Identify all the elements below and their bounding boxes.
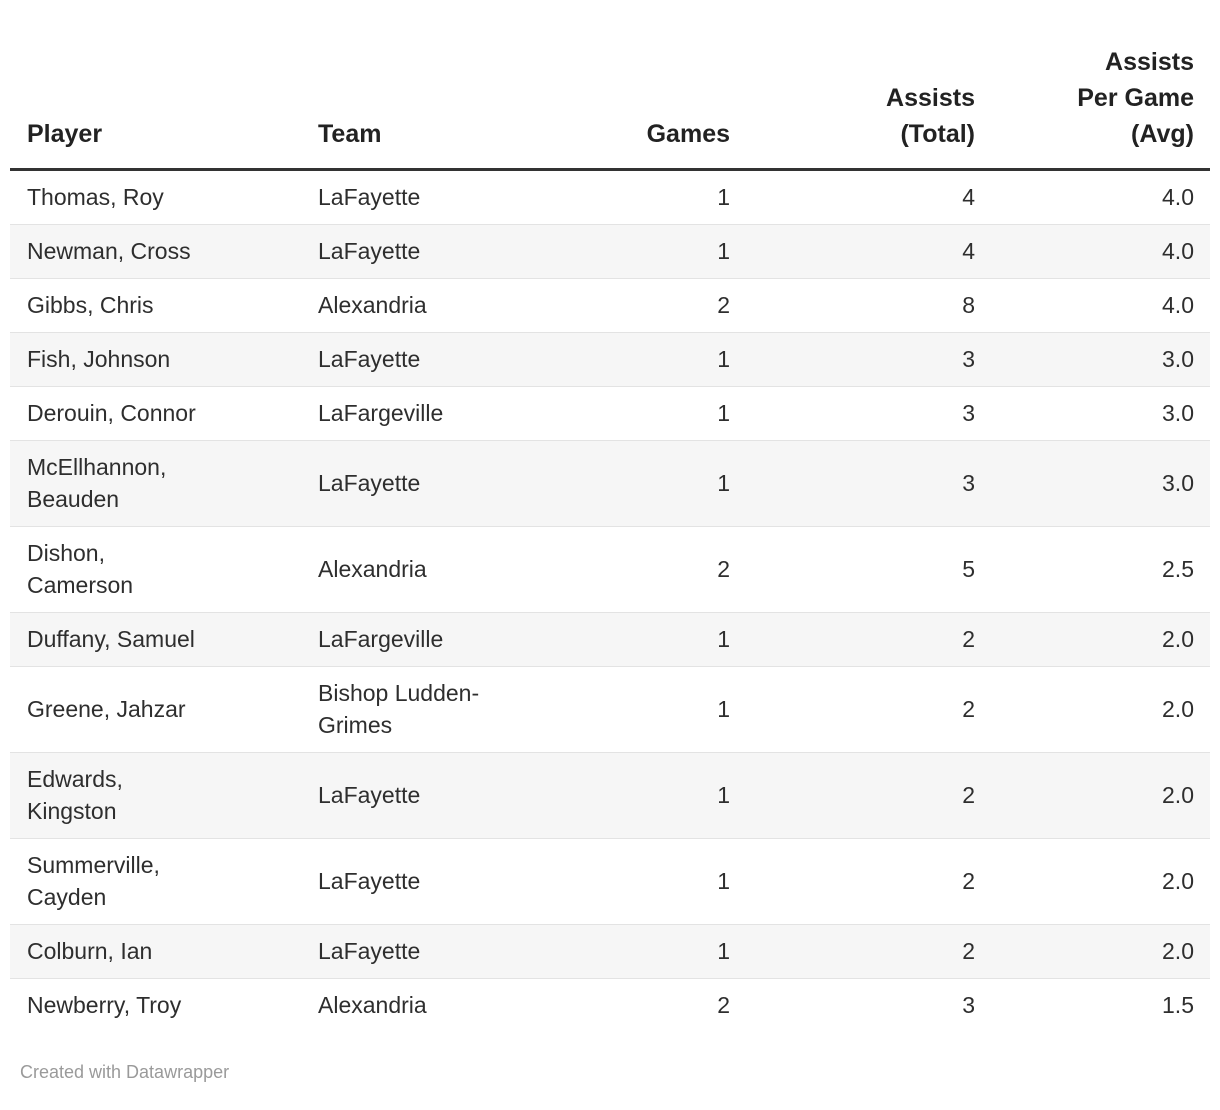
table-row: McEllhannon, Beauden LaFayette 1 3 3.0 (10, 440, 1210, 527)
cell-games: 1 (546, 924, 746, 979)
cell-team: LaFargeville (301, 612, 546, 667)
cell-team: LaFayette (301, 224, 546, 279)
cell-player: Summerville, Cayden (10, 838, 301, 925)
table-row: Newman, Cross LaFayette 1 4 4.0 (10, 224, 1210, 279)
cell-assists-total: 2 (746, 924, 991, 979)
table-row: Newberry, Troy Alexandria 2 3 1.5 (10, 979, 1210, 1033)
cell-team: Alexandria (301, 278, 546, 333)
cell-player: Newman, Cross (10, 224, 301, 279)
cell-team: LaFayette (301, 752, 546, 839)
cell-assists-per-game: 1.5 (1162, 992, 1194, 1018)
cell-player: Dishon, Camerson (10, 526, 301, 613)
cell-games: 1 (546, 838, 746, 925)
cell-assists-total: 2 (746, 752, 991, 839)
cell-games: 1 (546, 224, 746, 279)
cell-assists-total: 3 (962, 992, 975, 1018)
cell-games: 2 (717, 992, 730, 1018)
cell-games: 1 (546, 169, 746, 225)
datawrapper-credit-link[interactable]: Created with Datawrapper (20, 1062, 230, 1082)
cell-assists-total: 5 (746, 526, 991, 613)
cell-team: LaFargeville (301, 386, 546, 441)
table-row: Derouin, Connor LaFargeville 1 3 3.0 (10, 386, 1210, 441)
cell-player: Greene, Jahzar (10, 666, 301, 753)
cell-team: LaFayette (301, 169, 546, 225)
cell-assists-per-game: 3.0 (991, 386, 1210, 441)
table-row: Thomas, Roy LaFayette 1 4 4.0 (10, 169, 1210, 225)
column-header-games: Games (546, 24, 746, 171)
table-row: Gibbs, Chris Alexandria 2 8 4.0 (10, 278, 1210, 333)
table-body: Thomas, Roy LaFayette 1 4 4.0 Newman, Cross La… (10, 169, 1210, 1033)
cell-assists-total: 2 (746, 666, 991, 753)
cell-games: 1 (546, 612, 746, 667)
cell-player: Thomas, Roy (10, 169, 301, 225)
cell-games: 2 (546, 526, 746, 613)
cell-assists-total: 4 (746, 169, 991, 225)
cell-assists-total: 4 (746, 224, 991, 279)
cell-player: Gibbs, Chris (10, 278, 301, 333)
cell-assists-per-game: 3.0 (991, 440, 1210, 527)
cell-player: Fish, Johnson (10, 332, 301, 387)
cell-team: Bishop Ludden- Grimes (301, 666, 546, 753)
cell-assists-total: 2 (746, 838, 991, 925)
cell-games: 1 (546, 440, 746, 527)
cell-player: Edwards, Kingston (10, 752, 301, 839)
cell-assists-per-game: 2.0 (991, 924, 1210, 979)
cell-team: LaFayette (301, 440, 546, 527)
header-row: Player Team Games Assists (Total) Assists Pe… (10, 24, 1210, 171)
column-header-assists-total: Assists (Total) (746, 24, 991, 171)
cell-player: Colburn, Ian (10, 924, 301, 979)
assists-table: Player Team Games Assists (Total) Assists Pe… (10, 24, 1210, 1032)
table-container: Player Team Games Assists (Total) Assists Pe… (10, 24, 1210, 1082)
table-row: Duffany, Samuel LaFargeville 1 2 2.0 (10, 612, 1210, 667)
cell-assists-total: 3 (746, 332, 991, 387)
cell-player: Duffany, Samuel (10, 612, 301, 667)
table-row: Summerville, Cayden LaFayette 1 2 2.0 (10, 838, 1210, 925)
cell-team: Alexandria (301, 526, 546, 613)
cell-team: LaFayette (301, 924, 546, 979)
cell-team: LaFayette (301, 838, 546, 925)
cell-assists-per-game: 2.5 (991, 526, 1210, 613)
cell-assists-per-game: 4.0 (991, 224, 1210, 279)
table-header: Player Team Games Assists (Total) Assists Pe… (10, 24, 1210, 171)
cell-assists-per-game: 2.0 (991, 666, 1210, 753)
cell-games: 1 (546, 386, 746, 441)
cell-games: 1 (546, 666, 746, 753)
table-row: Colburn, Ian LaFayette 1 2 2.0 (10, 924, 1210, 979)
column-header-team: Team (301, 24, 546, 171)
cell-team: Alexandria (318, 992, 427, 1018)
cell-assists-per-game: 2.0 (991, 838, 1210, 925)
table-row: Dishon, Camerson Alexandria 2 5 2.5 (10, 526, 1210, 613)
cell-games: 2 (546, 278, 746, 333)
table-row: Edwards, Kingston LaFayette 1 2 2.0 (10, 752, 1210, 839)
cell-assists-per-game: 4.0 (991, 278, 1210, 333)
cell-games: 1 (546, 752, 746, 839)
cell-assists-total: 3 (746, 440, 991, 527)
cell-player: Newberry, Troy (27, 992, 182, 1018)
cell-team: LaFayette (301, 332, 546, 387)
cell-assists-total: 8 (746, 278, 991, 333)
cell-assists-total: 2 (746, 612, 991, 667)
cell-assists-per-game: 2.0 (991, 612, 1210, 667)
cell-player: McEllhannon, Beauden (10, 440, 301, 527)
cell-assists-per-game: 4.0 (991, 169, 1210, 225)
cell-assists-total: 3 (746, 386, 991, 441)
column-header-player: Player (10, 24, 301, 171)
cell-assists-per-game: 2.0 (991, 752, 1210, 839)
cell-assists-per-game: 3.0 (991, 332, 1210, 387)
table-row: Greene, Jahzar Bishop Ludden- Grimes 1 2 2.0 (10, 666, 1210, 753)
cell-games: 1 (546, 332, 746, 387)
table-row: Fish, Johnson LaFayette 1 3 3.0 (10, 332, 1210, 387)
column-header-assists-per-game: Assists Per Game (Avg) (991, 24, 1210, 171)
cell-player: Derouin, Connor (10, 386, 301, 441)
